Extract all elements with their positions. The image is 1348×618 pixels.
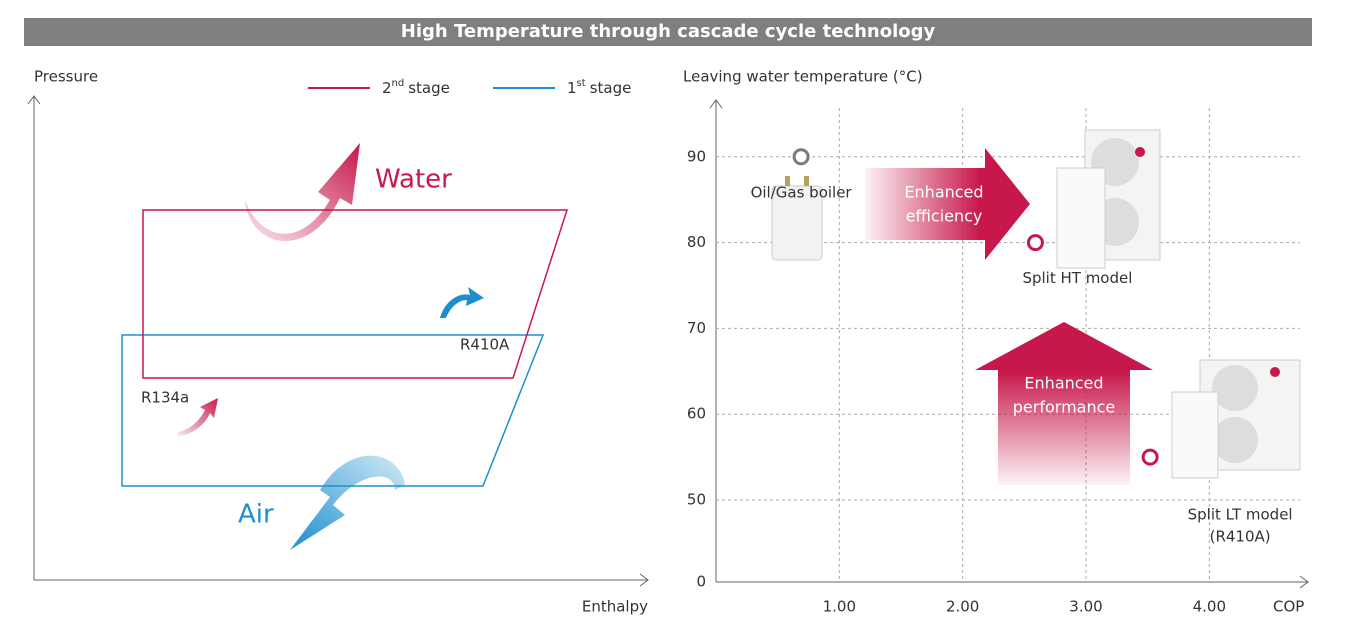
x-label: Enthalpy — [582, 598, 648, 616]
x-tick-label: 4.00 — [1193, 598, 1226, 616]
y-tick-label: 90 — [687, 147, 706, 165]
legend-text: stage — [408, 79, 450, 97]
y-tick-label: 60 — [687, 405, 706, 423]
annotation: performance — [1013, 398, 1115, 417]
page: {"header": {"title": "High Temperature t… — [0, 0, 1348, 618]
point-label: Split LT model — [1188, 506, 1293, 524]
annotation: Enhanced — [904, 183, 983, 202]
annotation: Enhanced — [1024, 374, 1103, 393]
y-label: Pressure — [34, 68, 98, 86]
y-tick-label: 70 — [687, 319, 706, 337]
legend-sup: st — [577, 78, 586, 89]
air-label: Air — [238, 500, 274, 530]
legend-ordinal: 1 — [567, 79, 577, 97]
x-tick-label: 3.00 — [1069, 598, 1102, 616]
point-label: Split HT model — [1022, 269, 1132, 287]
efficiency-arrow — [865, 148, 1030, 260]
point-label: Oil/Gas boiler — [751, 183, 853, 201]
cop-chart: Leaving water temperature (°C) COP 0 50 60… — [683, 68, 1308, 616]
title: High Temperature through cascade cycle t… — [401, 21, 936, 42]
point — [1143, 450, 1157, 464]
air-arrow — [290, 456, 405, 550]
y-tick-label: 80 — [687, 233, 706, 251]
x-tick-label: 1.00 — [823, 598, 856, 616]
stage-1-cycle — [122, 335, 543, 486]
r410a-arrow — [440, 287, 484, 318]
water-arrow — [245, 143, 360, 241]
x-tick-label: 2.00 — [946, 598, 979, 616]
legend-ordinal: 2 — [382, 79, 392, 97]
y-tick-label: 50 — [687, 491, 706, 509]
r134a-label: R134a — [141, 389, 189, 407]
split-ht-image — [1057, 130, 1160, 268]
split-lt-image — [1172, 360, 1300, 478]
point — [794, 150, 808, 164]
annotation: efficiency — [906, 207, 983, 226]
legend-text: stage — [590, 79, 632, 97]
y-tick-label: 0 — [696, 573, 706, 591]
point-note: (R410A) — [1210, 528, 1271, 546]
water-label: Water — [375, 165, 452, 195]
x-label: COP — [1273, 598, 1304, 616]
point — [1028, 236, 1042, 250]
cycle-diagram: Pressure Enthalpy Water Air R410A R134a … — [28, 68, 648, 616]
r410a-label: R410A — [460, 336, 510, 354]
y-label: Leaving water temperature (°C) — [683, 68, 923, 86]
canvas: High Temperature through cascade cycle t… — [0, 0, 1348, 618]
legend-sup: nd — [392, 78, 405, 89]
